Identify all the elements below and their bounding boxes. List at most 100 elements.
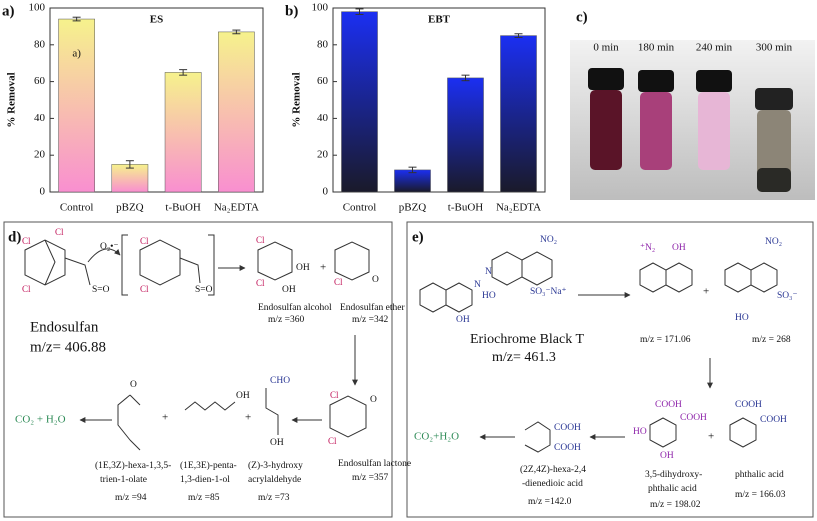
mz: m/z= 461.3: [492, 350, 556, 365]
panel-label: b): [285, 3, 298, 19]
atom: O: [372, 275, 379, 285]
compound-name: phthalic acid: [648, 484, 697, 494]
error-bar: [125, 160, 134, 169]
panel-label: d): [8, 229, 21, 245]
x-tick-label: Control: [60, 202, 94, 214]
x-tick-label: pBZQ: [116, 202, 144, 214]
bar: [447, 77, 484, 193]
atom: OH: [270, 438, 284, 448]
error-bar: [72, 16, 81, 22]
x-tick-label: pBZQ: [399, 202, 427, 214]
atom: COOH: [554, 423, 581, 433]
panel-label: c): [576, 9, 588, 25]
atom: NO₂: [540, 235, 557, 245]
atom: CHO: [270, 376, 290, 386]
error-bar: [514, 33, 523, 38]
atom: Cl: [22, 284, 31, 294]
atom: OH: [296, 263, 310, 273]
bar: [394, 169, 431, 193]
bracket: [121, 234, 215, 296]
atom: O: [370, 395, 377, 405]
error-bar: [355, 8, 364, 15]
structure: [724, 262, 778, 293]
atom: OH: [456, 315, 470, 325]
x-tick-label: t-BuOH: [448, 202, 484, 214]
atom: N: [474, 280, 481, 290]
compound-name: Endosulfan lactone: [338, 458, 411, 469]
time-label: 0 min: [593, 42, 619, 54]
compound-name: 3,5-dihydroxy-: [645, 470, 702, 480]
atom: HO: [482, 291, 496, 301]
vial-cap: [588, 68, 624, 90]
compound-name: Endosulfan alcohol: [258, 302, 332, 313]
structure: [491, 251, 553, 286]
atom: SO₃⁻Na⁺: [530, 287, 567, 297]
bar: [341, 11, 378, 193]
compound-name: (2Z,4Z)-hexa-2,4: [520, 464, 586, 475]
compound-name: (1E,3Z)-hexa-1,3,5-: [95, 460, 171, 471]
atom: HO: [633, 427, 647, 437]
mz: m/z =360: [268, 315, 304, 325]
compound-name: Endosulfan ether: [340, 302, 405, 313]
x-tick-label: Na₂EDTA: [214, 202, 259, 214]
compound-name: Eriochrome Black T: [470, 332, 584, 347]
structure: [257, 241, 293, 281]
y-tick-label: 100: [312, 2, 329, 14]
annotation: a): [72, 48, 81, 60]
compound-name: Endosulfan: [30, 319, 99, 335]
structure: [117, 394, 141, 451]
atom: O: [130, 380, 137, 390]
y-tick-label: 0: [40, 186, 46, 198]
compound-name: (1E,3E)-penta-: [180, 460, 237, 471]
atom: Cl: [328, 436, 337, 446]
co2: CO₂+H₂O: [414, 431, 459, 443]
y-tick-label: 0: [323, 186, 329, 198]
mz: m/z =142.0: [528, 497, 572, 507]
y-tick-label: 100: [29, 2, 46, 14]
time-label: 180 min: [638, 42, 675, 54]
photo-panel: c) 0 min 180 min 240 min 300 min: [570, 9, 815, 200]
bar: [58, 18, 95, 193]
atom: Cl: [256, 235, 265, 245]
bar: [218, 31, 255, 193]
mz: m/z = 171.06: [640, 335, 691, 345]
atom: COOH: [655, 400, 682, 410]
error-bar: [461, 74, 470, 82]
compound-name: 1,3-dien-1-ol: [180, 475, 230, 485]
structure: [524, 421, 551, 453]
atom: Cl: [55, 227, 64, 237]
chart-title: ES: [150, 14, 163, 26]
atom: Cl: [140, 284, 149, 294]
atom: Cl: [256, 278, 265, 288]
atom: ⁺N₂: [640, 243, 655, 253]
compound-name: -dienedioic acid: [522, 479, 583, 489]
mz: m/z = 166.03: [735, 490, 786, 500]
mz: m/z = 268: [752, 335, 791, 345]
panel-label: e): [412, 229, 424, 245]
atom: Cl: [140, 236, 149, 246]
error-bar: [232, 29, 241, 35]
atom: SO₃⁻: [777, 291, 797, 301]
vial-sediment: [757, 168, 791, 192]
vial: [590, 90, 622, 170]
plus: +: [245, 412, 251, 424]
atom: OH: [660, 451, 674, 461]
y-tick-label: 20: [317, 149, 329, 161]
mz: m/z =357: [352, 473, 388, 483]
plus: +: [162, 412, 168, 424]
structure: [139, 239, 201, 286]
y-tick-label: 20: [34, 149, 46, 161]
error-bar: [408, 166, 417, 174]
plus: +: [708, 431, 714, 443]
mz: m/z = 198.02: [650, 500, 701, 510]
chart-title: EBT: [428, 14, 451, 26]
structure: [334, 241, 370, 281]
panel-frame: [406, 221, 814, 518]
mz: m/z =94: [115, 493, 147, 503]
structure: [265, 388, 279, 435]
compound-name: acrylaldehyde: [248, 475, 301, 485]
atom: Cl: [22, 236, 31, 246]
x-tick-label: t-BuOH: [165, 202, 201, 214]
time-label: 240 min: [696, 42, 733, 54]
bar: [111, 164, 149, 193]
